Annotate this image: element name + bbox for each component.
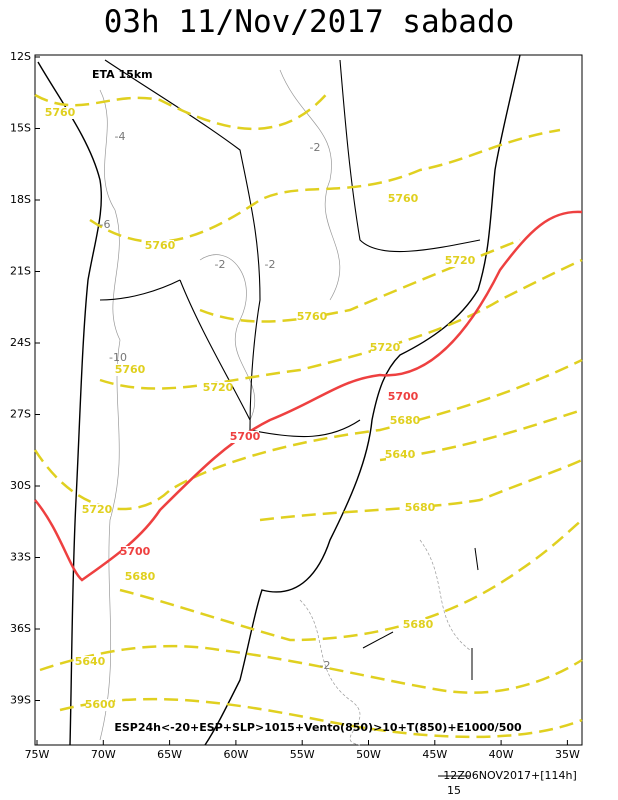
yellow-contour-label: 5720 [203, 381, 234, 394]
lon-label: 55W [290, 748, 315, 761]
gray-contour-label: -10 [109, 351, 127, 364]
yellow-contour-label-bg [86, 699, 114, 711]
yellow-contour-label-bg [146, 240, 174, 252]
yellow-contour-label-bg [126, 571, 154, 583]
run-label: 12Z06NOV2017+[114h] [443, 769, 577, 782]
yellow-contour-label-bg [406, 502, 434, 514]
yellow-contour-label: 5760 [45, 106, 76, 119]
lon-label: 65W [157, 748, 182, 761]
yellow-contour-label: 5640 [385, 448, 416, 461]
lat-label: 33S [10, 551, 31, 564]
lon-label: 50W [356, 748, 381, 761]
red-contour-label-bg [121, 546, 149, 558]
lon-label: 35W [555, 748, 580, 761]
lon-label: 45W [422, 748, 447, 761]
lon-label: 75W [25, 748, 50, 761]
red-contour-label: 5700 [230, 430, 261, 443]
yellow-contour-label: 5680 [405, 501, 436, 514]
yellow-contour-label-bg [386, 449, 414, 461]
gray-contour-label: -2 [310, 141, 321, 154]
lat-label: 39S [10, 694, 31, 707]
gray-contour-label: -6 [100, 218, 111, 231]
yellow-contour-label: 5680 [403, 618, 434, 631]
gray-contour-label: -2 [320, 659, 331, 672]
yellow-contour-label-bg [116, 364, 144, 376]
lat-label: 30S [10, 479, 31, 492]
yellow-contour-label: 5600 [85, 698, 116, 711]
gray-contour-label: -2 [215, 258, 226, 271]
yellow-contour-label: 5760 [145, 239, 176, 252]
yellow-contours [33, 89, 583, 739]
title: 03h 11/Nov/2017 sabado [104, 4, 515, 40]
model-label: ETA 15km [92, 68, 153, 81]
yellow-contour-label: 5680 [390, 414, 421, 427]
lat-label: 15S [10, 122, 31, 135]
lon-label: 60W [223, 748, 248, 761]
coastline [37, 54, 521, 746]
borders [99, 59, 481, 438]
lat-label: 27S [10, 408, 31, 421]
yellow-contour-label-bg [391, 415, 419, 427]
yellow-contour-label-bg [446, 255, 474, 267]
yellow-contour-label-bg [389, 193, 417, 205]
yellow-contour-label: 5680 [125, 570, 156, 583]
yellow-contour-label: 5720 [445, 254, 476, 267]
yellow-contour-label: 5760 [297, 310, 328, 323]
lat-label: 24S [10, 336, 31, 349]
caption: ESP24h<-20+ESP+SLP>1015+Vento(850)>10+T(… [114, 721, 522, 734]
yellow-contour-label-bg [83, 504, 111, 516]
yellow-contour-label-bg [371, 342, 399, 354]
yellow-contour-label: 5640 [75, 655, 106, 668]
lon-label: 70W [91, 748, 116, 761]
yellow-contour-label: 5760 [388, 192, 419, 205]
lat-label: 12S [10, 50, 31, 63]
red-contour-label: 5700 [388, 390, 419, 403]
yellow-contour-label: 5720 [82, 503, 113, 516]
wind-arrows [362, 547, 479, 680]
scale-label: 15 [447, 784, 461, 797]
yellow-contour-label-bg [204, 382, 232, 394]
yellow-contour-label-bg [298, 311, 326, 323]
yellow-contour-label-bg [404, 619, 432, 631]
gray-contour-label: -2 [265, 258, 276, 271]
map-frame [34, 54, 583, 746]
yellow-contour-label-bg [46, 107, 74, 119]
lat-label: 18S [10, 193, 31, 206]
red-contour-label: 5700 [120, 545, 151, 558]
yellow-contour-label: 5760 [115, 363, 146, 376]
lat-label: 21S [10, 265, 31, 278]
red-contour-label-bg [231, 431, 259, 443]
gray-contours [99, 69, 471, 746]
lon-label: 40W [489, 748, 514, 761]
contour-5700 [34, 210, 583, 582]
red-contour-label-bg [389, 391, 417, 403]
yellow-contour-label: 5720 [370, 341, 401, 354]
gray-contour-label: -4 [115, 130, 126, 143]
yellow-contour-label-bg [76, 656, 104, 668]
lat-label: 36S [10, 622, 31, 635]
